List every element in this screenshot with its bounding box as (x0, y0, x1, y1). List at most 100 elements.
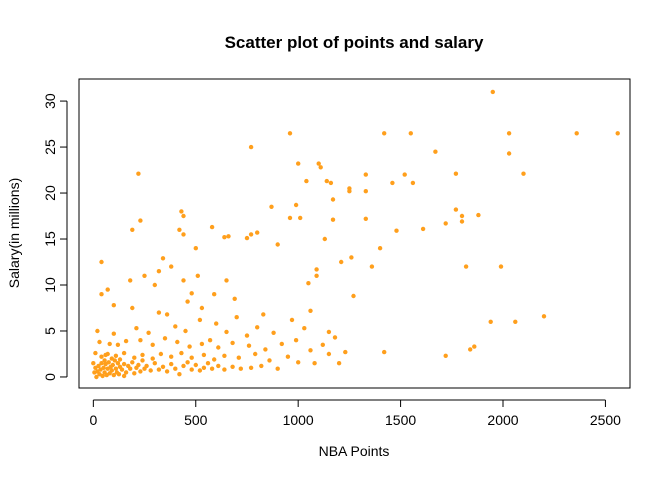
data-point (498, 264, 504, 269)
data-point (195, 273, 200, 278)
data-point (96, 363, 101, 369)
data-point (312, 361, 317, 366)
data-point (181, 232, 186, 237)
data-point (244, 235, 250, 241)
data-point (152, 282, 157, 288)
data-point (116, 372, 122, 377)
data-point (433, 149, 438, 154)
data-point (490, 89, 495, 95)
data-point (106, 360, 111, 365)
data-point (322, 236, 327, 242)
data-point (420, 226, 426, 232)
data-point (138, 338, 143, 343)
data-point (259, 363, 264, 369)
data-point (347, 189, 352, 194)
data-point (101, 365, 106, 370)
data-point (459, 219, 465, 224)
data-point (232, 296, 237, 301)
data-point (343, 349, 348, 355)
data-point (476, 212, 481, 218)
data-point (189, 291, 194, 296)
data-point (287, 131, 293, 136)
data-point (336, 361, 342, 366)
data-point (222, 367, 227, 372)
data-point (107, 341, 112, 347)
data-point (177, 372, 182, 377)
data-point (128, 278, 133, 283)
data-point (453, 171, 459, 176)
data-point (156, 269, 162, 274)
data-point (212, 292, 217, 297)
data-point (234, 315, 239, 320)
data-point (443, 221, 448, 226)
data-point (289, 317, 295, 323)
data-point (296, 161, 301, 166)
data-point (95, 328, 100, 334)
data-point (97, 339, 102, 345)
data-point (408, 131, 413, 136)
data-point (224, 278, 229, 283)
y-axis: 0 5 10 15 20 25 30 (42, 93, 68, 381)
data-point (110, 362, 116, 368)
y-tick-label: 0 (42, 373, 58, 381)
data-point (394, 228, 399, 233)
data-point (382, 349, 387, 355)
data-point (111, 331, 117, 336)
data-point (246, 343, 252, 348)
x-tick-label: 1000 (283, 412, 314, 428)
data-point (179, 209, 184, 214)
x-tick-label: 2500 (590, 412, 621, 428)
x-tick-label: 0 (89, 412, 97, 428)
data-point (189, 355, 194, 360)
data-point (267, 358, 272, 363)
data-point (298, 215, 303, 221)
data-point (201, 352, 207, 358)
data-point (113, 353, 119, 358)
y-tick-label: 5 (42, 327, 58, 335)
data-point (175, 339, 180, 345)
data-point (123, 338, 129, 344)
data-point (146, 330, 151, 335)
data-point (314, 267, 319, 272)
data-point (615, 131, 620, 136)
data-point (255, 325, 260, 330)
data-point (199, 341, 205, 347)
data-point (209, 224, 215, 230)
data-point (109, 356, 115, 361)
data-point (521, 171, 526, 176)
data-point (541, 314, 547, 319)
y-tick-label: 25 (42, 139, 58, 155)
data-point (121, 350, 127, 356)
data-point (287, 215, 293, 221)
data-point (138, 218, 143, 223)
data-point (144, 363, 149, 369)
data-point (162, 336, 168, 341)
data-point (216, 363, 221, 369)
data-point (140, 352, 145, 358)
data-point (248, 144, 254, 150)
data-point (111, 372, 117, 378)
data-point (410, 180, 416, 186)
data-point (326, 329, 332, 335)
data-point (513, 319, 518, 324)
data-point (99, 354, 104, 359)
data-point (269, 204, 274, 209)
data-points (91, 89, 620, 380)
data-point (351, 293, 356, 299)
x-axis-label: NBA Points (319, 443, 390, 459)
data-point (111, 303, 117, 308)
data-point (148, 368, 153, 373)
data-point (164, 369, 170, 374)
data-point (363, 189, 368, 194)
data-point (197, 368, 203, 373)
data-point (574, 131, 579, 136)
data-point (181, 363, 186, 369)
data-point (93, 350, 98, 356)
data-point (132, 355, 137, 360)
data-point (263, 347, 268, 352)
data-point (92, 370, 97, 375)
x-tick-label: 500 (184, 412, 208, 428)
data-point (123, 370, 129, 375)
data-point (201, 365, 207, 370)
